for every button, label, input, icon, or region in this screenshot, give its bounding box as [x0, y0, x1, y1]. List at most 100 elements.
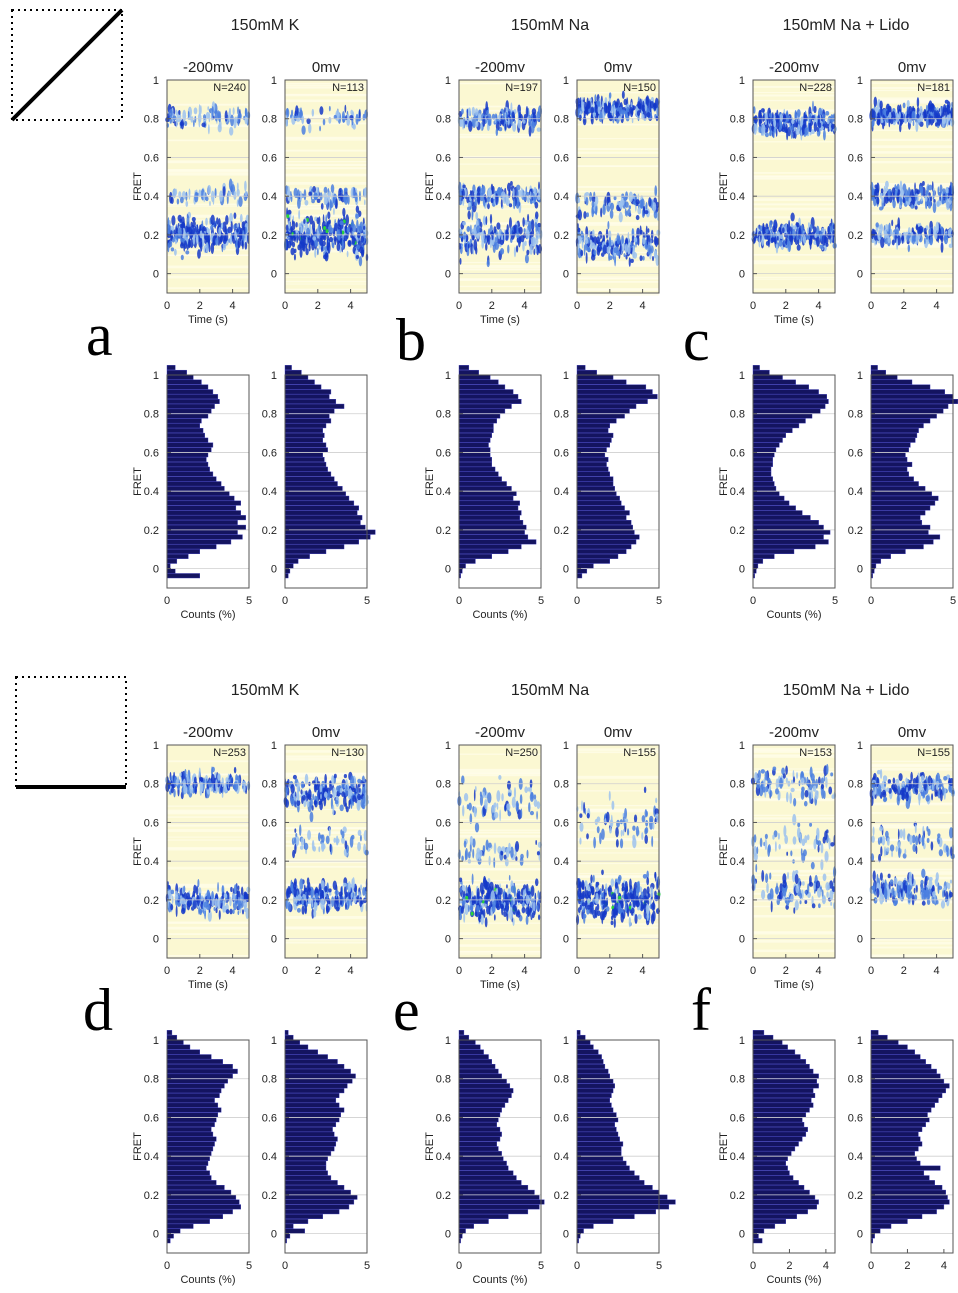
heatmap-cell: [581, 800, 583, 812]
heatmap-cell: [201, 226, 205, 234]
heatmap-cell: [170, 225, 175, 232]
heatmap-haze: [577, 263, 659, 267]
heatmap-cell: [479, 221, 483, 229]
heatmap-cell: [517, 118, 522, 129]
heatmap-haze: [871, 87, 953, 90]
heatmap-cell: [242, 909, 244, 915]
heatmap-cell: [290, 226, 293, 234]
heatmap-cell: [605, 906, 610, 912]
heatmap-cell: [349, 789, 353, 796]
heatmap-cell: [575, 914, 580, 925]
heatmap-cell: [812, 785, 817, 792]
heatmap-haze: [285, 82, 367, 85]
heatmap-cell: [362, 795, 366, 805]
heatmap-cell: [895, 229, 899, 236]
heatmap-haze: [459, 938, 541, 940]
heatmap-haze: [167, 926, 249, 930]
heatmap-cell: [167, 881, 169, 887]
heatmap-haze: [459, 285, 541, 288]
heatmap-cell: [885, 180, 889, 189]
heatmap-cell: [288, 195, 291, 202]
heatmap-cell: [646, 111, 651, 118]
heatmap-cell: [928, 184, 933, 191]
heatmap-cell: [344, 104, 347, 113]
heatmap-cell: [362, 113, 366, 121]
heatmap-cell: [825, 242, 829, 247]
heatmap-cell: [642, 237, 646, 245]
heatmap-cell: [342, 207, 346, 217]
heatmap-haze: [285, 941, 367, 944]
heatmap-cell: [192, 234, 196, 245]
heatmap-cell: [615, 839, 619, 848]
heatmap-cell: [338, 891, 343, 897]
heatmap-cell: [640, 891, 644, 899]
heatmap-cell: [458, 913, 462, 921]
heatmap-haze: [753, 754, 835, 757]
schematic-diagonal-icon: [10, 8, 124, 122]
heatmap-cell: [785, 791, 789, 803]
heatmap-cell: [816, 236, 820, 247]
heatmap-cell: [813, 838, 817, 850]
heatmap-cell: [779, 883, 783, 893]
heatmap-cell: [330, 797, 334, 810]
heatmap-cell: [535, 840, 538, 845]
heatmap-cell: [522, 233, 527, 239]
heatmap-cell: [597, 106, 601, 115]
heatmap-cell: [781, 767, 785, 775]
heatmap-cell: [585, 196, 589, 206]
heatmap-haze: [459, 290, 541, 293]
heatmap-cell: [512, 198, 516, 210]
heatmap-haze: [285, 865, 367, 868]
heatmap-cell: [459, 877, 463, 883]
heatmap-haze: [577, 92, 659, 94]
heatmap-cell: [761, 780, 764, 791]
heatmap-cell: [353, 186, 355, 199]
heatmap-cell: [180, 237, 183, 242]
heatmap-haze: [753, 278, 835, 280]
heatmap-cell: [304, 904, 308, 915]
heatmap-cell: [214, 188, 217, 199]
heatmap-cell: [359, 896, 363, 908]
heatmap-haze: [577, 265, 659, 267]
heatmap-cell: [284, 786, 289, 794]
heatmap-cell: [512, 115, 516, 122]
heatmap-cell: [467, 851, 471, 859]
heatmap-haze: [577, 775, 659, 779]
heatmap-cell: [186, 899, 191, 911]
heatmap-cell: [499, 239, 504, 245]
heatmap-cell: [178, 227, 182, 239]
heatmap-cell: [609, 826, 612, 834]
heatmap-cell: [641, 815, 646, 823]
heatmap-cell: [765, 223, 769, 231]
heatmap-haze: [167, 139, 249, 142]
heatmap-cell: [521, 906, 526, 914]
heatmap-cell: [314, 240, 319, 247]
heatmap-haze: [871, 284, 953, 288]
heatmap-cell: [244, 108, 248, 118]
heatmap-cell: [331, 896, 335, 908]
heatmap-cell: [293, 253, 296, 261]
heatmap-cell: [308, 241, 311, 248]
heatmap-cell: [606, 239, 609, 248]
heatmap-cell: [790, 212, 795, 222]
heatmap-cell: [237, 885, 240, 891]
heatmap-cell: [765, 228, 769, 234]
heatmap-cell: [590, 114, 593, 122]
heatmap-cell: [167, 885, 171, 890]
heatmap-cell: [233, 224, 236, 230]
heatmap-cell: [356, 116, 362, 122]
heatmap-cell: [478, 849, 483, 858]
heatmap-cell: [469, 835, 474, 846]
heatmap-cell: [802, 124, 807, 129]
heatmap-cell: [503, 888, 505, 901]
heatmap-cell: [592, 874, 595, 883]
heatmap-cell: [357, 841, 361, 852]
y-tick-label: 0.8: [144, 114, 159, 126]
heatmap-haze: [285, 861, 367, 864]
heatmap-cell: [625, 210, 628, 217]
heatmap-haze: [167, 773, 249, 776]
heatmap-cell: [908, 118, 913, 124]
heatmap-cell: [306, 117, 311, 125]
heatmap-cell: [315, 892, 319, 900]
